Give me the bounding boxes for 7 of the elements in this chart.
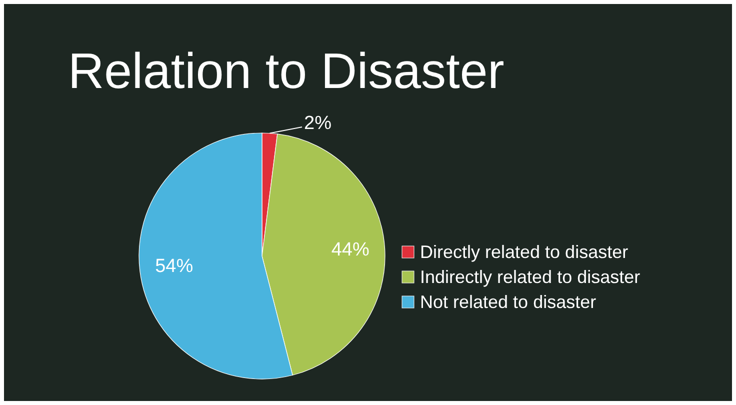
data-label: 44% [331, 239, 370, 260]
legend-label: Directly related to disaster [420, 242, 628, 262]
chart-title: Relation to Disaster [68, 43, 504, 99]
legend-label: Indirectly related to disaster [420, 267, 640, 287]
data-label: 2% [304, 113, 332, 134]
data-label: 54% [155, 256, 194, 278]
legend-label: Not related to disaster [420, 292, 596, 312]
